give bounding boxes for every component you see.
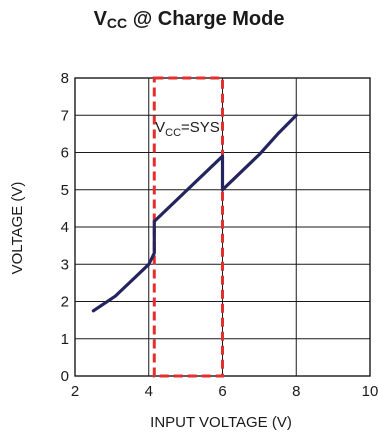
highlight-box	[152, 76, 224, 378]
y-tick-label-4: 4	[61, 219, 69, 236]
x-axis-title: INPUT VOLTAGE (V)	[150, 414, 292, 431]
y-tick-label-6: 6	[61, 145, 69, 162]
x-tick-label-6: 6	[218, 383, 226, 400]
y-tick-label-5: 5	[61, 182, 69, 199]
y-tick-label-2: 2	[61, 294, 69, 311]
chart-title: VCC @ Charge Mode	[93, 8, 285, 31]
y-tick-label-7: 7	[61, 107, 69, 124]
x-tick-label-8: 8	[292, 383, 300, 400]
y-axis-title: VOLTAGE (V)	[9, 182, 26, 275]
y-tick-label-0: 0	[61, 368, 69, 385]
series-line-0	[91, 113, 298, 313]
y-tick-label-1: 1	[61, 331, 69, 348]
x-tick-label-10: 10	[362, 383, 378, 400]
x-tick-label-2: 2	[71, 383, 79, 400]
y-tick-label-8: 8	[61, 70, 69, 87]
y-tick-label-3: 3	[61, 256, 69, 273]
annotation-vcc-sys: VCC=SYS	[155, 119, 220, 139]
x-tick-label-4: 4	[145, 383, 153, 400]
